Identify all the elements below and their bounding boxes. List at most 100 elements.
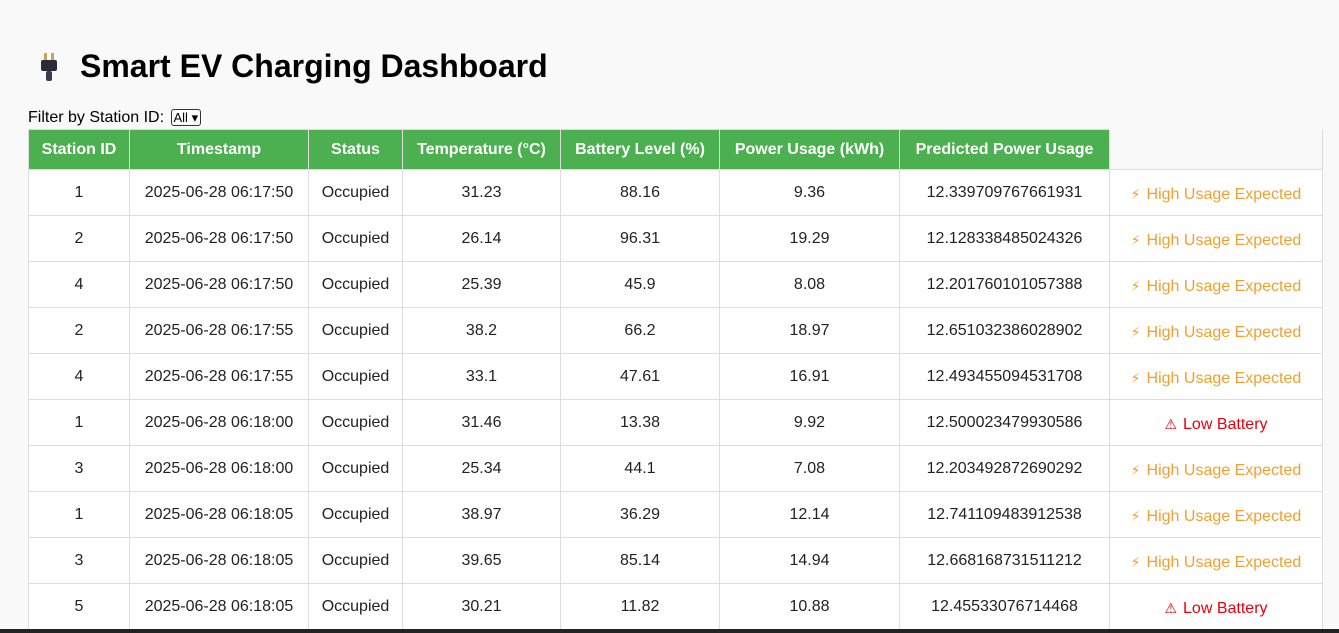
cell: 14.94	[719, 537, 900, 584]
cell: 88.16	[560, 169, 720, 216]
cell: Occupied	[308, 169, 403, 216]
title: Smart EV Charging Dashboard	[36, 48, 548, 85]
cell: 12.741109483912538	[899, 491, 1110, 538]
table-row: 3 2025-06-28 06:18:05 Occupied 39.65 85.14 14…	[28, 537, 1323, 584]
alert-text: High Usage Expected	[1146, 553, 1302, 571]
cell: 31.46	[402, 399, 561, 446]
alert-cell: ⚡ High Usage Expected	[1109, 261, 1323, 308]
alert-text: Low Battery	[1183, 599, 1268, 617]
cell: 1	[28, 169, 130, 216]
cell: 2025-06-28 06:17:55	[129, 353, 309, 400]
column-header: Status	[308, 129, 403, 170]
alert-header	[1109, 129, 1323, 170]
plug-icon	[41, 52, 57, 81]
table-row: 2 2025-06-28 06:17:50 Occupied 26.14 96.31 19…	[28, 215, 1323, 262]
alert-text: High Usage Expected	[1146, 507, 1302, 525]
header-row: Station ID Timestamp Status Temperature (°C…	[28, 129, 1323, 170]
cell: 2025-06-28 06:18:00	[129, 445, 309, 492]
cell: 2025-06-28 06:18:05	[129, 491, 309, 538]
cell: Occupied	[308, 491, 403, 538]
station-select[interactable]: All ▾	[170, 109, 202, 126]
cell: 45.9	[560, 261, 720, 308]
cell: 12.500023479930586	[899, 399, 1110, 446]
alert-icon: ⚠	[1164, 600, 1178, 617]
cell: Occupied	[308, 537, 403, 584]
filter-label: Filter by Station ID:	[28, 109, 165, 126]
cell: 31.23	[402, 169, 561, 216]
cell: 25.39	[402, 261, 561, 308]
cell: 4	[28, 261, 130, 308]
cell: 30.21	[402, 583, 561, 630]
cell: 10.88	[719, 583, 900, 630]
cell: 2025-06-28 06:18:05	[129, 583, 309, 630]
cell: 33.1	[402, 353, 561, 400]
alert-text: High Usage Expected	[1146, 461, 1302, 479]
alert-text: Low Battery	[1183, 415, 1268, 433]
cell: 1	[28, 491, 130, 538]
alert-icon: ⚡	[1130, 462, 1141, 479]
column-header: Predicted Power Usage	[899, 129, 1110, 170]
cell: 12.201760101057388	[899, 261, 1110, 308]
title-text: Smart EV Charging Dashboard	[80, 48, 548, 84]
alert-cell: ⚠ Low Battery	[1109, 583, 1323, 630]
cell: 12.493455094531708	[899, 353, 1110, 400]
cell: 25.34	[402, 445, 561, 492]
cell: Occupied	[308, 261, 403, 308]
select-value: All	[173, 110, 188, 125]
column-header: Battery Level (%)	[560, 129, 720, 170]
data-table: Station ID Timestamp Status Temperature (°C…	[28, 129, 1323, 633]
cell: 12.14	[719, 491, 900, 538]
cell: 2	[28, 215, 130, 262]
alert-icon: ⚠	[1164, 416, 1178, 433]
table-row: 1 2025-06-28 06:17:50 Occupied 31.23 88.16 9.…	[28, 169, 1323, 216]
cell: 9.36	[719, 169, 900, 216]
alert-cell: ⚡ High Usage Expected	[1109, 353, 1323, 400]
alert-cell: ⚡ High Usage Expected	[1109, 169, 1323, 216]
cell: 2025-06-28 06:17:50	[129, 261, 309, 308]
cell: Occupied	[308, 353, 403, 400]
cell: 47.61	[560, 353, 720, 400]
cell: 12.668168731511212	[899, 537, 1110, 584]
alert-cell: ⚡ High Usage Expected	[1109, 445, 1323, 492]
cell: 39.65	[402, 537, 561, 584]
taskbar-edge	[0, 629, 1339, 633]
cell: 1	[28, 399, 130, 446]
table-body: 1 2025-06-28 06:17:50 Occupied 31.23 88.16 9.…	[28, 169, 1323, 633]
alert-icon: ⚡	[1130, 324, 1141, 341]
column-header: Temperature (°C)	[402, 129, 561, 170]
cell: 3	[28, 445, 130, 492]
table-row: 1 2025-06-28 06:18:00 Occupied 31.46 13.38 9.…	[28, 399, 1323, 446]
table-row: 4 2025-06-28 06:17:55 Occupied 33.1 47.61 16.…	[28, 353, 1323, 400]
alert-text: High Usage Expected	[1146, 185, 1302, 203]
table-row: 4 2025-06-28 06:17:50 Occupied 25.39 45.9 8.0…	[28, 261, 1323, 308]
alert-cell: ⚡ High Usage Expected	[1109, 307, 1323, 354]
cell: 12.45533076714468	[899, 583, 1110, 630]
alert-text: High Usage Expected	[1146, 323, 1302, 341]
column-header: Timestamp	[129, 129, 309, 170]
alert-icon: ⚡	[1130, 232, 1141, 249]
cell: 13.38	[560, 399, 720, 446]
cell: 38.2	[402, 307, 561, 354]
cell: 44.1	[560, 445, 720, 492]
cell: 26.14	[402, 215, 561, 262]
column-header: Power Usage (kWh)	[719, 129, 900, 170]
cell: Occupied	[308, 583, 403, 630]
alert-cell: ⚡ High Usage Expected	[1109, 537, 1323, 584]
alert-icon: ⚡	[1130, 186, 1141, 203]
cell: 2025-06-28 06:18:05	[129, 537, 309, 584]
cell: 3	[28, 537, 130, 584]
cell: 66.2	[560, 307, 720, 354]
table-row: 5 2025-06-28 06:18:05 Occupied 30.21 11.82 10…	[28, 583, 1323, 630]
cell: 36.29	[560, 491, 720, 538]
alert-icon: ⚡	[1130, 554, 1141, 571]
table-row: 1 2025-06-28 06:18:05 Occupied 38.97 36.29 12…	[28, 491, 1323, 538]
alert-icon: ⚡	[1130, 278, 1141, 295]
cell: 85.14	[560, 537, 720, 584]
cell: 2	[28, 307, 130, 354]
table-row: 3 2025-06-28 06:18:00 Occupied 25.34 44.1 7.0…	[28, 445, 1323, 492]
cell: 2025-06-28 06:17:50	[129, 215, 309, 262]
cell: 2025-06-28 06:18:00	[129, 399, 309, 446]
cell: 5	[28, 583, 130, 630]
